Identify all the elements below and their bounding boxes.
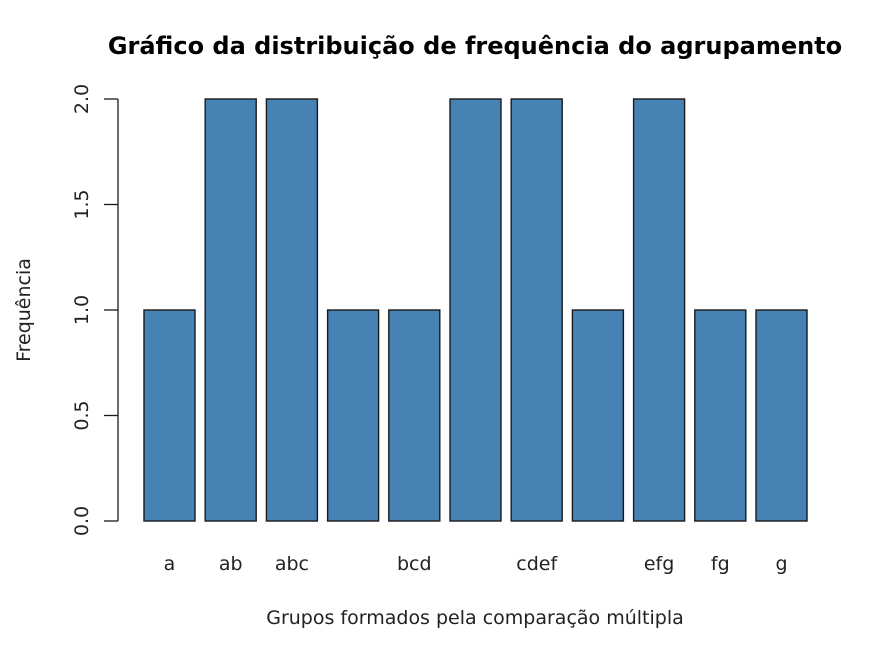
- bar-g: [755, 309, 808, 522]
- y-tick-label: 1.5: [71, 189, 93, 219]
- y-tick-label: 0.5: [71, 400, 93, 430]
- y-tick-label: 1.0: [71, 295, 93, 325]
- bars-group: [143, 98, 808, 522]
- y-axis-label: Frequência: [13, 258, 35, 362]
- x-axis-label: Grupos formados pela comparação múltipla: [266, 607, 684, 629]
- bar-abcd: [326, 309, 380, 522]
- x-tick-label: g: [775, 553, 787, 575]
- chart-title: Gráfico da distribuição de frequência do…: [108, 32, 842, 60]
- bar-bcd: [388, 309, 441, 522]
- y-tick-label: 2.0: [71, 84, 93, 114]
- bar-efg: [632, 98, 686, 522]
- x-tick-label: abc: [275, 553, 309, 575]
- x-tick-label: bcd: [397, 553, 432, 575]
- bar-abc: [265, 98, 319, 522]
- x-tick-label: cdef: [516, 553, 558, 575]
- bar-def: [571, 309, 625, 522]
- bar-cdef: [510, 98, 563, 522]
- bar-a: [143, 309, 196, 522]
- y-tick-label: 0.0: [71, 506, 93, 536]
- bar-bcde: [449, 98, 502, 522]
- x-tick-label: a: [164, 553, 176, 575]
- x-tick-label: efg: [644, 553, 674, 575]
- x-tick-label: fg: [711, 553, 730, 575]
- x-tick-labels: a ab abc bcd cdef efg fg g: [164, 553, 788, 575]
- bar-ab: [204, 98, 257, 522]
- x-tick-label: ab: [219, 553, 243, 575]
- bar-fg: [694, 309, 747, 522]
- y-axis: 0.0 0.5 1.0 1.5 2.0: [71, 84, 119, 536]
